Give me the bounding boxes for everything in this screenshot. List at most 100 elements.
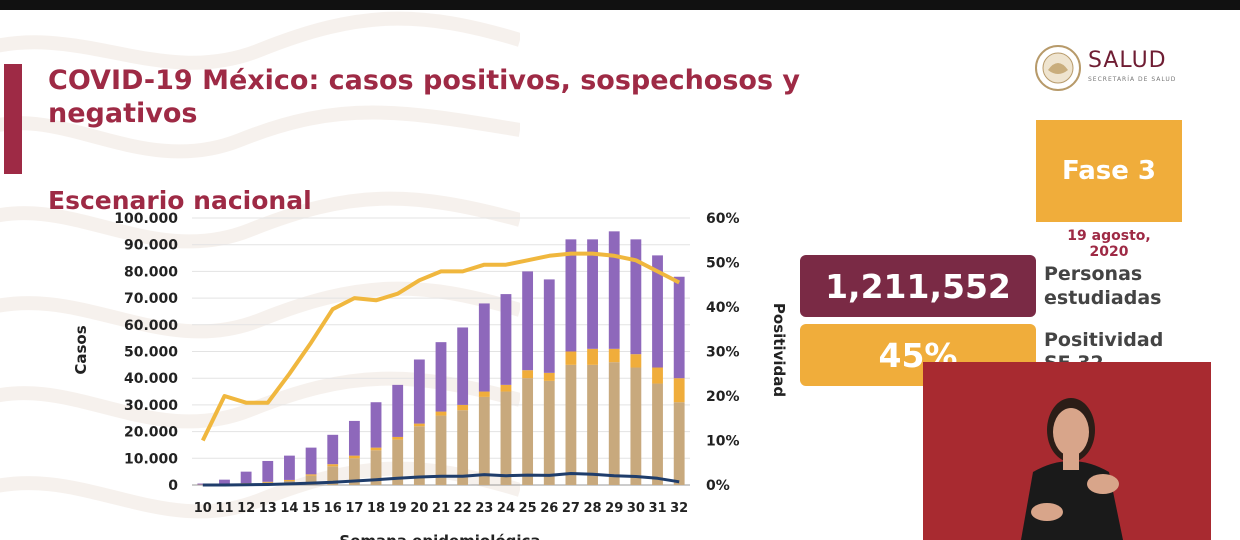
bar-negativos bbox=[543, 279, 555, 373]
bar-negativos bbox=[457, 327, 469, 405]
y2-tick-label: 0% bbox=[706, 478, 730, 494]
bar-sospechosos bbox=[565, 351, 577, 365]
chart-x-ticks: 10 11 12 13 14 15 16 17 18 19 20 21 22 23 24 25 26 27 28 29… bbox=[194, 501, 688, 516]
bar-positivos bbox=[478, 396, 490, 485]
bar-positivos bbox=[370, 450, 382, 485]
report-date: 19 agosto, 2020 bbox=[1036, 228, 1182, 260]
bar-sospechosos bbox=[673, 378, 685, 403]
chart-lines bbox=[201, 251, 681, 487]
x-tick-label: 26 bbox=[540, 501, 558, 516]
bar-positivos bbox=[522, 378, 534, 485]
bar-sospechosos bbox=[262, 481, 274, 483]
x-tick-label: 25 bbox=[519, 501, 537, 516]
y2-tick-label: 20% bbox=[706, 389, 740, 405]
bar-sospechosos bbox=[348, 455, 360, 459]
x-tick-label: 28 bbox=[584, 501, 602, 516]
bar-positivos bbox=[392, 439, 404, 485]
bar-positivos bbox=[565, 364, 577, 485]
bar-positivos bbox=[500, 391, 512, 485]
salud-logo-emblem bbox=[1035, 45, 1081, 91]
bar-negativos bbox=[240, 471, 252, 484]
positividad-label: Positividad bbox=[1044, 329, 1164, 351]
page-title: COVID-19 México: casos positivos, sospec… bbox=[48, 65, 801, 129]
x-tick-label: 11 bbox=[215, 501, 233, 516]
title-accent-bar bbox=[4, 64, 22, 174]
bar-positivos bbox=[327, 466, 339, 485]
interpreter-figure bbox=[923, 362, 1211, 540]
bar-positivos bbox=[652, 383, 663, 485]
chart-y-ticks: 0 10.000 20.000 30.000 40.000 50.000 60.000 70.… bbox=[114, 211, 178, 494]
y-tick-label: 30.000 bbox=[124, 398, 178, 414]
bar-sospechosos bbox=[630, 354, 642, 368]
x-tick-label: 18 bbox=[367, 501, 385, 516]
personas-estudiadas-label: Personas estudiadas bbox=[1044, 262, 1161, 310]
x-tick-label: 23 bbox=[475, 501, 493, 516]
bar-sospechosos bbox=[500, 384, 512, 392]
sign-language-interpreter-video bbox=[923, 362, 1211, 540]
x-tick-label: 20 bbox=[410, 501, 428, 516]
x-tick-label: 12 bbox=[237, 501, 255, 516]
y-tick-label: 50.000 bbox=[124, 345, 178, 361]
bar-positivos bbox=[673, 402, 685, 485]
page-subtitle: Escenario nacional bbox=[48, 186, 312, 215]
bar-sospechosos bbox=[392, 436, 404, 440]
x-tick-label: 10 bbox=[194, 501, 212, 516]
x-axis-title: Semana epidemiológica bbox=[339, 532, 540, 540]
personas-label-line1: Personas bbox=[1044, 263, 1143, 285]
bar-negativos bbox=[435, 342, 447, 412]
bar-negativos bbox=[565, 239, 577, 352]
chart-y2-ticks: 0% 10% 20% 30% 40% 50% 60% bbox=[706, 211, 740, 494]
logo-text: SALUD bbox=[1088, 48, 1167, 73]
bar-negativos bbox=[262, 460, 274, 482]
bar-negativos bbox=[392, 384, 404, 437]
y-tick-label: 60.000 bbox=[124, 318, 178, 334]
x-tick-label: 32 bbox=[670, 501, 688, 516]
defunciones-line bbox=[202, 472, 680, 487]
bar-positivos bbox=[457, 410, 469, 485]
x-tick-label: 21 bbox=[432, 501, 450, 516]
personas-label-line2: estudiadas bbox=[1044, 287, 1162, 309]
x-tick-label: 19 bbox=[389, 501, 407, 516]
bar-sospechosos bbox=[478, 391, 490, 397]
bar-negativos bbox=[348, 420, 360, 456]
bar-negativos bbox=[478, 303, 490, 392]
cases-chart: 0 10.000 20.000 30.000 40.000 50.000 60.000 70.… bbox=[72, 211, 788, 540]
bar-positivos bbox=[587, 364, 598, 485]
bar-negativos bbox=[327, 434, 339, 465]
y2-tick-label: 40% bbox=[706, 300, 740, 316]
bar-negativos bbox=[219, 479, 230, 484]
bar-sospechosos bbox=[370, 447, 382, 451]
bar-positivos bbox=[435, 415, 447, 485]
bar-sospechosos bbox=[305, 474, 317, 476]
bar-positivos bbox=[608, 362, 620, 485]
bar-negativos bbox=[652, 255, 663, 368]
x-tick-label: 17 bbox=[345, 501, 363, 516]
bar-sospechosos bbox=[327, 464, 339, 467]
bar-positivos bbox=[348, 458, 360, 485]
y2-tick-label: 60% bbox=[706, 211, 740, 227]
positividad-line bbox=[201, 251, 681, 442]
bar-negativos bbox=[305, 447, 317, 475]
report-date-line1: 19 agosto, bbox=[1067, 228, 1151, 244]
personas-estudiadas-value: 1,211,552 bbox=[800, 255, 1036, 317]
chart-bars bbox=[197, 231, 685, 485]
y-tick-label: 0 bbox=[168, 478, 178, 494]
top-bar bbox=[0, 0, 1240, 10]
bar-negativos bbox=[413, 359, 425, 424]
fase-badge: Fase 3 bbox=[1036, 120, 1182, 222]
y2-axis-title: Positividad bbox=[770, 303, 788, 397]
y-axis-title: Casos bbox=[72, 325, 90, 374]
y-tick-label: 10.000 bbox=[124, 451, 178, 467]
bar-negativos bbox=[500, 294, 512, 385]
bar-positivos bbox=[543, 380, 555, 485]
x-tick-label: 15 bbox=[302, 501, 320, 516]
bar-sospechosos bbox=[522, 370, 534, 379]
x-tick-label: 29 bbox=[605, 501, 623, 516]
bar-negativos bbox=[587, 239, 598, 349]
bar-negativos bbox=[673, 276, 685, 379]
bar-negativos bbox=[608, 231, 620, 349]
bar-sospechosos bbox=[457, 404, 469, 411]
bar-negativos bbox=[630, 239, 642, 355]
y2-tick-label: 10% bbox=[706, 434, 740, 450]
y-tick-label: 70.000 bbox=[124, 291, 178, 307]
